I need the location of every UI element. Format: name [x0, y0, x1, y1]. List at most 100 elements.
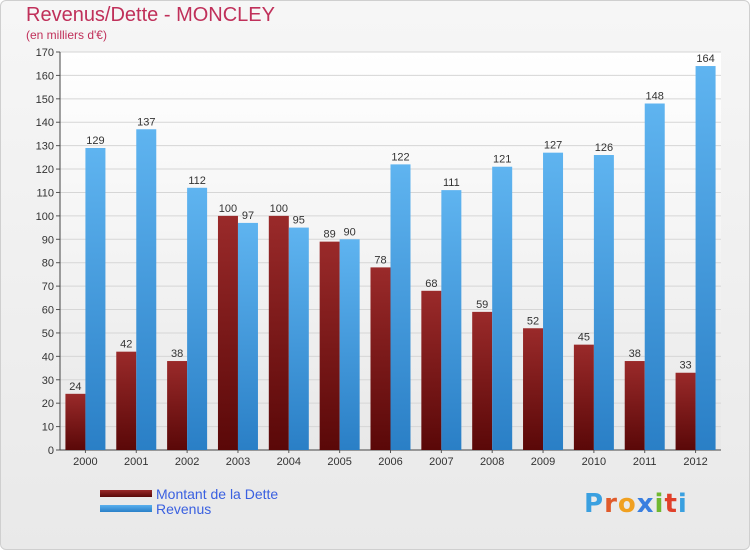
data-label: 164 — [696, 53, 714, 65]
bar-dette — [675, 372, 696, 450]
legend-label-revenus: Revenus — [156, 500, 212, 517]
bar-revenus — [339, 239, 360, 450]
data-label: 97 — [242, 210, 254, 222]
bar-revenus — [237, 222, 258, 450]
data-label: 95 — [293, 215, 305, 227]
logo-letter: o — [617, 489, 637, 519]
logo-letter: t — [664, 489, 678, 519]
bar-revenus — [136, 129, 157, 450]
data-label: 127 — [544, 140, 562, 152]
bar-dette — [523, 328, 544, 450]
legend: Montant de la Dette Revenus — [100, 485, 279, 517]
data-label: 100 — [270, 203, 288, 215]
data-label: 90 — [344, 226, 356, 238]
x-tick-label: 2004 — [277, 456, 301, 468]
y-tick-label: 160 — [36, 70, 54, 82]
logo-letter: P — [584, 489, 605, 519]
bar-revenus — [593, 155, 614, 450]
x-tick-label: 2012 — [683, 456, 707, 468]
bar-dette — [268, 215, 289, 450]
y-tick-label: 110 — [36, 187, 54, 199]
bar-dette — [370, 267, 391, 450]
data-label: 126 — [595, 142, 613, 154]
bar-revenus — [85, 147, 106, 451]
y-tick-label: 40 — [42, 351, 54, 363]
data-label: 59 — [476, 299, 488, 311]
y-tick-label: 170 — [36, 47, 54, 59]
proxiti-logo: Proxiti — [584, 489, 688, 519]
data-label: 38 — [171, 348, 183, 360]
y-tick-label: 20 — [42, 398, 54, 410]
y-tick-label: 60 — [42, 305, 54, 317]
data-label: 112 — [188, 175, 206, 187]
x-tick-label: 2008 — [480, 456, 504, 468]
data-label: 100 — [219, 203, 237, 215]
data-label: 148 — [646, 91, 664, 103]
x-tick-label: 2005 — [327, 456, 351, 468]
bar-revenus — [695, 66, 716, 450]
y-tick-label: 70 — [42, 281, 54, 293]
x-tick-label: 2003 — [226, 456, 250, 468]
x-tick-label: 2010 — [582, 456, 606, 468]
bar-dette — [319, 241, 340, 450]
x-tick-label: 2002 — [175, 456, 199, 468]
y-tick-label: 140 — [36, 117, 54, 129]
y-tick-label: 0 — [48, 445, 54, 457]
bar-dette — [421, 290, 442, 450]
y-tick-label: 120 — [36, 164, 54, 176]
x-tick-label: 2001 — [124, 456, 148, 468]
y-tick-label: 50 — [42, 328, 54, 340]
data-label: 24 — [69, 381, 81, 393]
data-label: 137 — [137, 116, 155, 128]
data-label: 129 — [86, 135, 104, 147]
y-tick-label: 10 — [42, 422, 54, 434]
data-label: 111 — [443, 177, 460, 189]
chart-title: Revenus/Dette - MONCLEY — [26, 4, 275, 26]
legend-label-dette: Montant de la Dette — [156, 485, 279, 502]
logo-letter: r — [604, 489, 618, 519]
legend-swatch-dette — [100, 490, 152, 497]
y-tick-label: 90 — [42, 234, 54, 246]
data-label: 121 — [493, 154, 511, 166]
x-tick-label: 2009 — [531, 456, 555, 468]
bar-revenus — [441, 190, 462, 451]
chart-subtitle: (en milliers d'€) — [26, 28, 107, 42]
data-label: 122 — [391, 151, 409, 163]
logo-letter: i — [654, 489, 665, 519]
logo-letter: i — [677, 489, 688, 519]
logo-letter: x — [636, 489, 655, 519]
data-label: 89 — [324, 229, 336, 241]
legend-item-revenus: Revenus — [100, 500, 278, 517]
data-label: 42 — [120, 339, 132, 351]
x-tick-label: 2000 — [73, 456, 97, 468]
bar-dette — [573, 344, 594, 450]
bar-revenus — [644, 103, 665, 450]
y-tick-label: 100 — [36, 211, 54, 223]
x-tick-label: 2007 — [429, 456, 453, 468]
bar-revenus — [543, 152, 564, 450]
data-label: 38 — [629, 348, 641, 360]
data-label: 78 — [374, 254, 386, 266]
x-tick-label: 2006 — [378, 456, 402, 468]
y-tick-label: 80 — [42, 258, 54, 270]
y-tick-label: 130 — [36, 141, 54, 153]
bar-dette — [624, 361, 645, 450]
bar-dette — [472, 311, 493, 450]
bar-dette — [167, 361, 188, 450]
x-tick-label: 2011 — [633, 456, 657, 468]
bar-revenus — [390, 164, 411, 450]
data-label: 52 — [527, 315, 539, 327]
data-label: 33 — [679, 360, 691, 372]
data-label: 68 — [425, 278, 437, 290]
bar-revenus — [288, 227, 309, 450]
bar-revenus — [187, 187, 208, 450]
y-tick-label: 30 — [42, 375, 54, 387]
y-tick-label: 150 — [36, 94, 54, 106]
bar-revenus — [492, 166, 513, 450]
bar-dette — [65, 393, 86, 450]
legend-swatch-revenus — [100, 505, 152, 512]
bar-dette — [116, 351, 137, 450]
legend-item-dette: Montant de la Dette — [100, 485, 279, 502]
data-label: 45 — [578, 332, 590, 344]
